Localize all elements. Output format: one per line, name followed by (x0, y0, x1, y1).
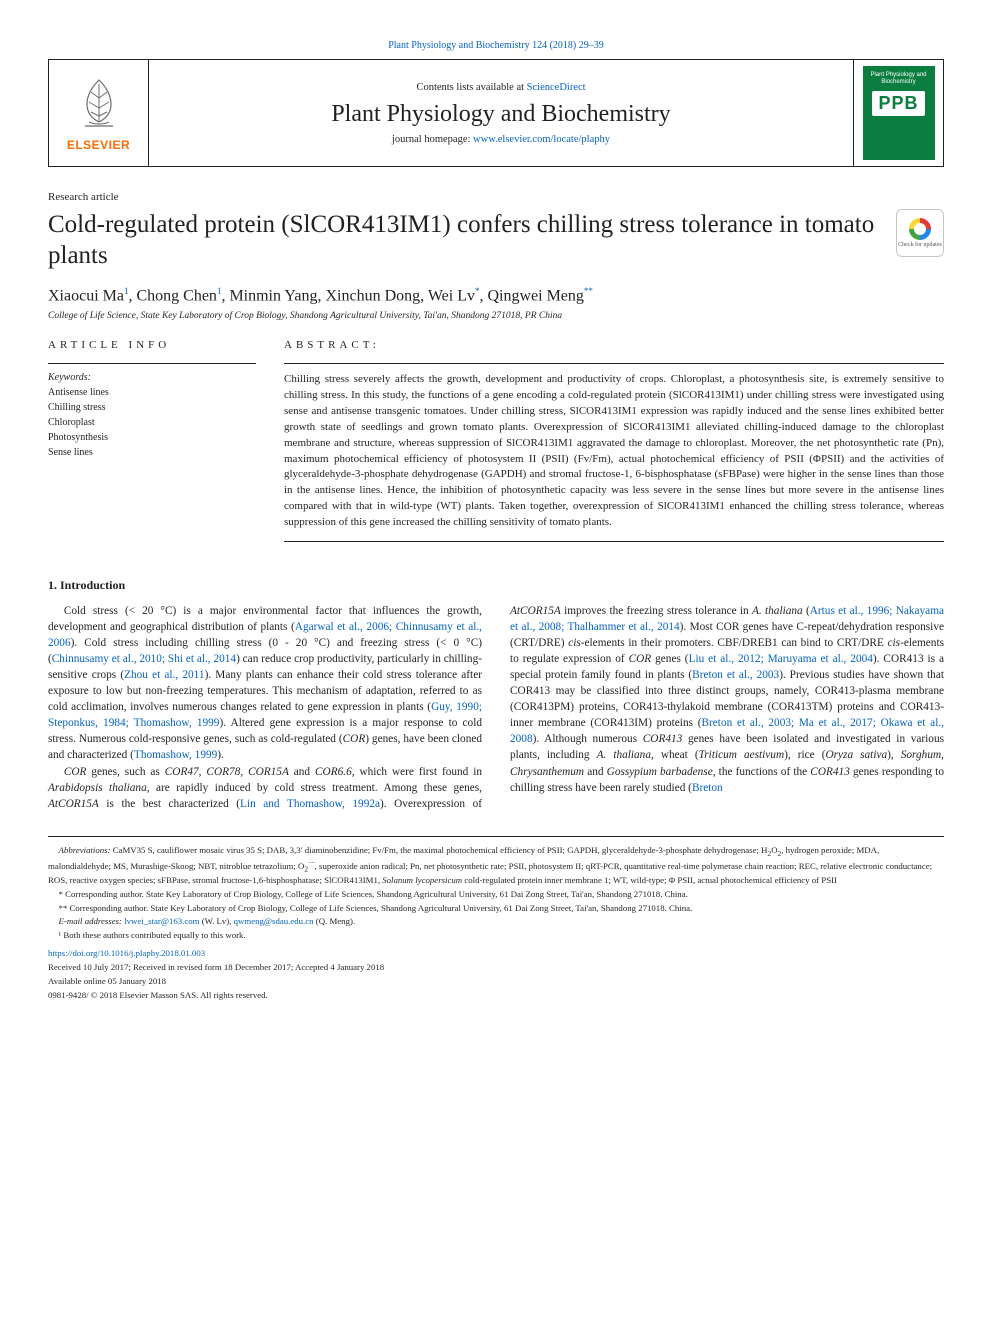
keywords-label: Keywords: (48, 372, 256, 383)
article-info-column: ARTICLE INFO Keywords: Antisense lines C… (48, 339, 256, 550)
abstract-heading: ABSTRACT: (284, 339, 944, 351)
elsevier-wordmark: ELSEVIER (67, 138, 130, 152)
homepage-link[interactable]: www.elsevier.com/locate/plaphy (473, 134, 610, 145)
email-prefix: E-mail addresses: (59, 916, 125, 926)
elsevier-tree-icon (69, 74, 129, 134)
contents-prefix: Contents lists available at (416, 82, 526, 93)
body-text: Cold stress (< 20 °C) is a major environ… (48, 603, 944, 811)
available-online: Available online 05 January 2018 (48, 976, 944, 988)
article-type: Research article (48, 191, 944, 203)
corresponding-author-1: * Corresponding author. State Key Labora… (48, 889, 944, 901)
journal-name: Plant Physiology and Biochemistry (331, 101, 670, 128)
keyword-item: Chilling stress (48, 400, 256, 415)
abstract-column: ABSTRACT: Chilling stress severely affec… (284, 339, 944, 550)
journal-cover[interactable]: Plant Physiology and Biochemistry PPB (853, 60, 943, 166)
crossmark-label: Check for updates (898, 242, 942, 248)
elsevier-logo[interactable]: ELSEVIER (49, 60, 149, 166)
received-dates: Received 10 July 2017; Received in revis… (48, 962, 944, 974)
crossmark-button[interactable]: Check for updates (896, 209, 944, 257)
keyword-item: Antisense lines (48, 385, 256, 400)
footnotes: Abbreviations: CaMV35 S, cauliflower mos… (48, 836, 944, 1002)
homepage-line: journal homepage: www.elsevier.com/locat… (392, 134, 610, 145)
affiliation: College of Life Science, State Key Labor… (48, 311, 944, 321)
email-addresses: E-mail addresses: lvwei_star@163.com (W.… (48, 916, 944, 928)
cover-abbrev: PPB (872, 91, 924, 116)
authors: Xiaocui Ma1, Chong Chen1, Minmin Yang, X… (48, 286, 944, 305)
issn-copyright: 0981-9428/ © 2018 Elsevier Masson SAS. A… (48, 990, 944, 1002)
equal-contribution: ¹ Both these authors contributed equally… (48, 930, 944, 942)
divider (48, 363, 256, 364)
divider (284, 363, 944, 364)
keyword-item: Photosynthesis (48, 430, 256, 445)
email-suffix-1: (W. Lv), (200, 916, 234, 926)
cover-title: Plant Physiology and Biochemistry (863, 72, 935, 85)
contents-lists-line: Contents lists available at ScienceDirec… (416, 82, 585, 93)
email-link-1[interactable]: lvwei_star@163.com (124, 916, 199, 926)
introduction-heading: 1. Introduction (48, 578, 944, 593)
corresponding-author-2: ** Corresponding author. State Key Labor… (48, 903, 944, 915)
cover-thumbnail: Plant Physiology and Biochemistry PPB (863, 66, 935, 160)
homepage-prefix: journal homepage: (392, 134, 473, 145)
journal-header: ELSEVIER Contents lists available at Sci… (48, 59, 944, 167)
keyword-item: Chloroplast (48, 415, 256, 430)
email-suffix-2: (Q. Meng). (314, 916, 356, 926)
abstract-text: Chilling stress severely affects the gro… (284, 372, 944, 531)
intro-paragraph: Cold stress (< 20 °C) is a major environ… (48, 603, 482, 763)
email-link-2[interactable]: qwmeng@sdau.edu.cn (234, 916, 314, 926)
abbreviations: Abbreviations: CaMV35 S, cauliflower mos… (48, 845, 944, 887)
header-center: Contents lists available at ScienceDirec… (149, 60, 853, 166)
journal-reference: Plant Physiology and Biochemistry 124 (2… (48, 40, 944, 51)
keywords-list: Antisense lines Chilling stress Chloropl… (48, 385, 256, 460)
sciencedirect-link[interactable]: ScienceDirect (527, 82, 586, 93)
article-info-heading: ARTICLE INFO (48, 339, 256, 351)
crossmark-icon (909, 218, 931, 240)
article-title: Cold-regulated protein (SlCOR413IM1) con… (48, 209, 882, 272)
divider (284, 541, 944, 542)
keyword-item: Sense lines (48, 445, 256, 460)
doi-link[interactable]: https://doi.org/10.1016/j.plaphy.2018.01… (48, 948, 944, 960)
